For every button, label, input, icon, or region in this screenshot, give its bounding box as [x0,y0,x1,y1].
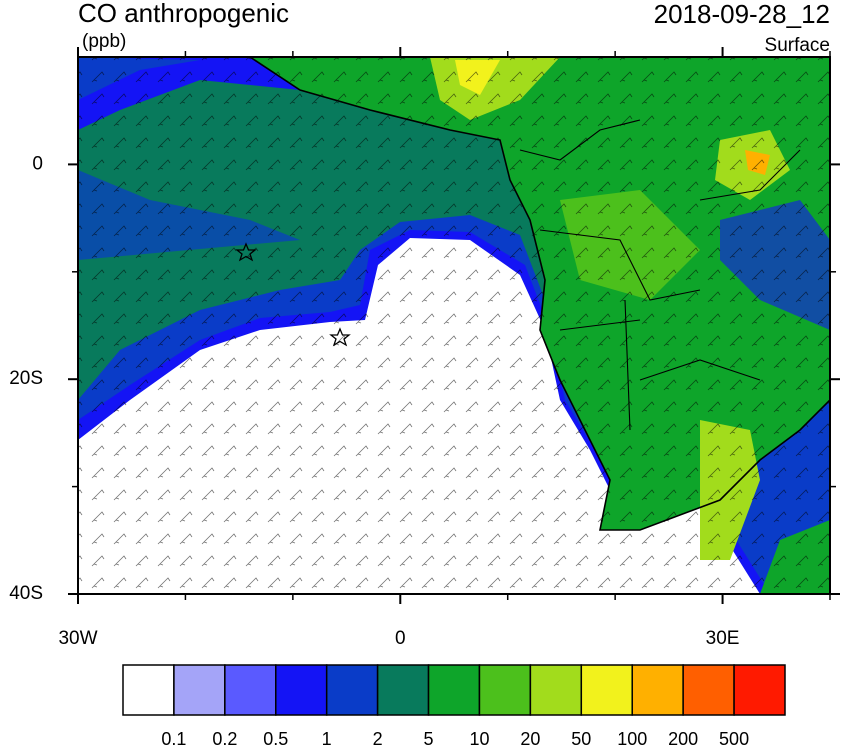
colorbar-label: 200 [668,729,698,749]
colorbar-cell [224,664,277,716]
colorbar-cell [325,664,379,716]
colorbar-label: 100 [617,729,647,749]
colorbar-cell [275,664,328,716]
colorbar-cell [376,664,430,716]
colorbar-cell [529,664,583,716]
colorbar-label: 0.2 [212,729,237,749]
colorbar-label: 0.1 [161,729,186,749]
map-field [78,57,830,594]
colorbar-label: 50 [571,729,591,749]
plot-frame [77,56,831,595]
y-tick-label: 0 [32,153,43,174]
colorbar-cell [478,664,532,716]
colorbar-cell [427,664,481,716]
x-tick-label: 0 [395,628,406,649]
colorbar-cell [173,664,226,716]
colorbar-label: 2 [373,729,383,749]
colorbar-label: 1 [322,729,332,749]
colorbar-cell [580,664,633,716]
colorbar-label: 10 [469,729,489,749]
map-title: CO anthropogenic [78,0,289,28]
units: (ppb) [82,31,126,52]
y-tick-label: 40S [9,583,43,604]
colorbar-label: 5 [424,729,434,749]
colorbar-label: 20 [520,729,540,749]
colorbar-cell [682,664,735,716]
y-tick-label: 20S [9,368,43,389]
axes: 30W 0 30E 0 20S 40S [9,47,840,649]
level: Surface [765,35,830,56]
colorbar-label: 0.5 [263,729,288,749]
colorbar-label: 500 [719,729,749,749]
x-tick-label: 30E [706,628,740,649]
colorbar-cell [122,664,175,716]
colorbar-cell [631,664,684,716]
x-tick-label: 30W [58,628,97,649]
colorbar-cell [733,664,786,716]
date: 2018-09-28_12 [654,0,830,29]
colorbar: 0.1 0.2 0.5 1 2 5 10 20 50 100 200 500 [122,664,786,749]
